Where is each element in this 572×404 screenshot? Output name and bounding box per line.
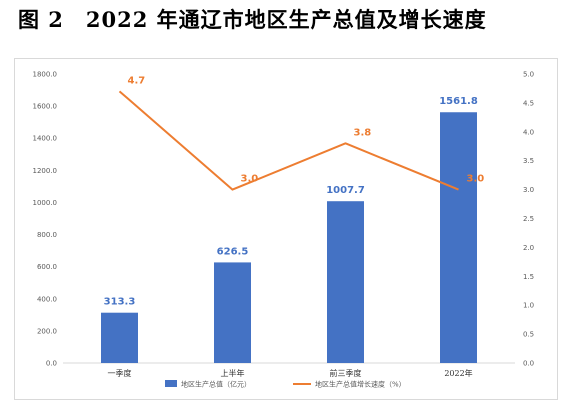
legend-bar-swatch [165,380,177,387]
right-axis-tick-label: 0.0 [523,360,534,368]
bar [101,312,138,363]
line-value-label: 4.7 [128,75,146,86]
axes-layer: 0.0 200.0 400.0 600.0 800.0 1000.0 1200.0 1400.… [33,71,535,379]
chart-area: 0.0 200.0 400.0 600.0 800.0 1000.0 1200.0 1400.… [14,58,558,400]
line-series [118,90,459,191]
right-axis-tick-label: 0.5 [523,331,534,339]
combo-chart: 0.0 200.0 400.0 600.0 800.0 1000.0 1200.0 1400.… [33,71,535,389]
category-label: 一季度 [108,368,132,378]
right-axis-tick-label: 2.5 [523,215,534,223]
category-label: 上半年 [221,368,245,378]
left-axis-tick-label: 0.0 [46,360,57,368]
right-axis-tick-label: 5.0 [523,71,534,79]
right-axis-tick-label: 1.0 [523,302,534,310]
bar-value-label: 313.3 [104,297,136,308]
category-label: 前三季度 [330,368,362,378]
left-axis-tick-label: 1000.0 [33,199,58,207]
left-axis-tick-label: 400.0 [37,295,57,303]
left-axis-tick-label: 200.0 [37,327,57,335]
bar-value-label: 1561.8 [439,96,478,107]
right-axis-tick-label: 2.0 [523,244,534,252]
right-axis-tick-label: 3.5 [523,157,534,165]
left-axis-tick-label: 1200.0 [33,167,58,175]
left-axis-tick-label: 1800.0 [33,71,58,79]
figure-title: 图 2 2022 年通辽市地区生产总值及增长速度 [18,7,487,32]
right-axis-tick-label: 3.0 [523,186,534,194]
left-axis-tick-label: 600.0 [37,263,57,271]
bar [440,112,477,363]
legend-bar-label: 地区生产总值（亿元） [181,380,251,389]
bar [214,262,251,363]
line-value-label: 3.0 [241,174,259,185]
bar-value-label: 1007.7 [326,185,365,196]
line-value-label: 3.0 [467,174,485,185]
left-axis-tick-label: 1600.0 [33,103,58,111]
bar-series [101,112,477,363]
right-axis-tick-label: 4.0 [523,128,534,136]
bar [327,201,364,363]
right-axis-tick-label: 1.5 [523,273,534,281]
right-axis-tick-label: 4.5 [523,99,534,107]
line-value-label: 3.8 [354,127,372,138]
growth-rate-line [118,90,459,191]
left-axis-tick-label: 800.0 [37,231,57,239]
legend: 地区生产总值（亿元） 地区生产总值增长速度（%） [165,380,406,389]
left-axis-tick-label: 1400.0 [33,135,58,143]
data-labels: 313.3 626.5 1007.7 1561.8 4.7 3.0 3.8 3.0 [104,75,485,307]
category-label: 2022年 [444,368,472,378]
bar-value-label: 626.5 [217,246,249,257]
legend-line-label: 地区生产总值增长速度（%） [315,380,406,389]
